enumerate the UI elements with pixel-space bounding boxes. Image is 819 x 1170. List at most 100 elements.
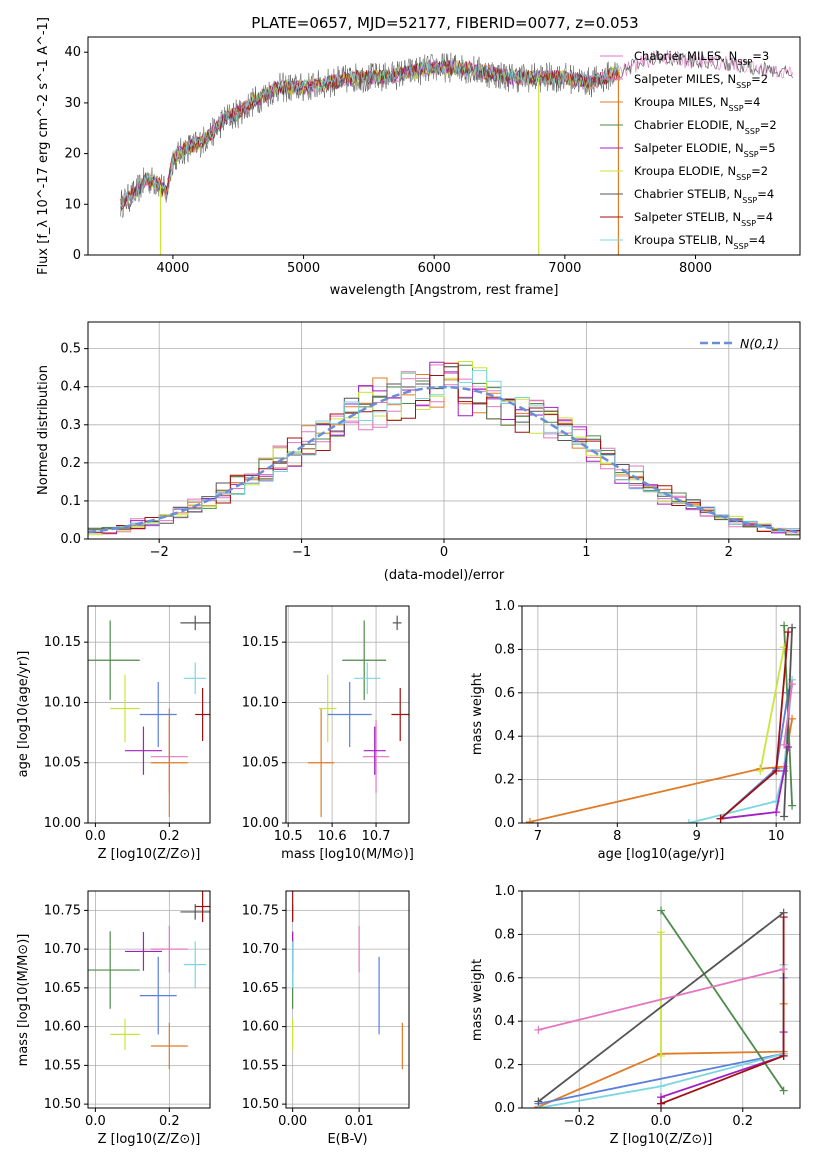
observed-spectrum-line — [120, 52, 620, 218]
mass_vs_ebv-ytick-label: 10.70 — [242, 942, 279, 957]
age_vs_mass-ytick-label: 10.10 — [242, 695, 279, 710]
figure-title: PLATE=0657, MJD=52177, FIBERID=0077, z=0… — [251, 14, 638, 32]
legend-subscript: SSP — [729, 104, 744, 113]
age_vs_mass-panel: 10.5 10.6 10.7 10.00 10.05 10.10 10.15 mass [lo… — [242, 605, 414, 862]
age_vs_mass-ytick-label: 10.05 — [242, 756, 279, 771]
weight_vs_Z-ytick-label: 1.0 — [494, 884, 515, 899]
legend-subscript: SSP — [736, 173, 751, 182]
weight_vs_age-ytick-label: 1.0 — [494, 599, 515, 614]
mass_vs_Z-ytick-label: 10.65 — [44, 981, 81, 996]
weight_vs_Z-xlabel: Z [log10(Z/Z⊙)] — [610, 1132, 713, 1147]
weight_vs_age-ylabel: mass weight — [470, 673, 485, 755]
legend-subscript: SSP — [734, 242, 749, 251]
weight_vs_Z-ytick-label: 0.4 — [494, 1014, 515, 1029]
legend-count: =4 — [749, 233, 766, 247]
legend-subscript: SSP — [736, 81, 751, 90]
age_vs_Z-xtick-label: 0.2 — [159, 829, 180, 844]
weight_vs_age-plot-area — [525, 621, 797, 823]
residuals-ytick-label: 0.0 — [60, 532, 81, 547]
legend-subscript: SSP — [745, 127, 760, 136]
mass_vs_Z-ylabel: mass [log10(M/M⊙)] — [16, 934, 31, 1067]
age_vs_Z-xtick-label: 0.0 — [85, 829, 106, 844]
spectrum-xlabel: wavelength [Angstrom, rest frame] — [330, 283, 559, 298]
spectrum-xtick-label: 8000 — [679, 261, 712, 276]
age_vs_mass-ytick-label: 10.00 — [242, 816, 279, 831]
weight_vs_Z-xtick-label: −0.2 — [563, 1114, 595, 1129]
mass_vs_Z-frame — [87, 890, 211, 1109]
weight_vs_age-panel: 7 8 9 10 0.0 0.2 0.4 0.6 0.8 1.0 age [log10(age/yr… — [470, 599, 801, 862]
weight_vs_Z-ylabel: mass weight — [470, 959, 485, 1041]
mass_vs_ebv-plot-area — [292, 891, 403, 1070]
residuals-xtick-label: 1 — [582, 545, 590, 560]
age_vs_Z-ytick-label: 10.00 — [44, 816, 81, 831]
weight-line — [783, 627, 793, 817]
mass_vs_Z-xtick-label: 0.2 — [159, 1114, 180, 1129]
weight_vs_age-ytick-label: 0.8 — [494, 642, 515, 657]
weight-line — [538, 968, 784, 1031]
age_vs_mass-xtick-label: 10.5 — [274, 829, 303, 844]
spectrum-ytick-label: 10 — [64, 197, 81, 212]
legend-entry-label: Chabrier STELIB, NSSP=4 — [634, 187, 774, 205]
age_vs_mass-plot-area — [307, 615, 409, 817]
legend-entry-label: Kroupa ELODIE, NSSP=2 — [634, 164, 768, 182]
age_vs_mass-xlabel: mass [log10(M/M⊙)] — [281, 847, 414, 862]
weight_vs_Z-ytick-label: 0.2 — [494, 1058, 515, 1073]
spectrum-plot-area — [120, 49, 794, 255]
legend-subscript: SSP — [744, 150, 759, 159]
weight_vs_age-ytick-label: 0.2 — [494, 773, 515, 788]
weight-line — [783, 683, 793, 746]
spectrum-xtick-label: 4000 — [156, 261, 189, 276]
mass_vs_Z-xlabel: Z [log10(Z/Z⊙)] — [98, 1132, 201, 1147]
mass_vs_ebv-ytick-label: 10.75 — [242, 903, 279, 918]
legend-count: =2 — [751, 72, 768, 86]
gaussian-reference-line — [88, 385, 800, 534]
spectrum-panel: 4000 5000 6000 7000 8000 0 10 20 30 40 Chabrier MI… — [36, 17, 801, 298]
mass_vs_ebv-ytick-label: 10.50 — [242, 1097, 279, 1112]
legend-count: =3 — [752, 49, 769, 63]
legend-entry-label: Chabrier MILES, NSSP=3 — [634, 49, 769, 67]
mass_vs_Z-ytick-label: 10.50 — [44, 1097, 81, 1112]
weight_vs_age-ytick-label: 0.0 — [494, 816, 515, 831]
weight_vs_age-ytick-label: 0.6 — [494, 686, 515, 701]
mass_vs_ebv-xtick-label: 0.00 — [278, 1114, 307, 1129]
residuals-xtick-label: 0 — [440, 545, 448, 560]
mass_vs_ebv-ytick-label: 10.65 — [242, 981, 279, 996]
legend-entry-label: Salpeter STELIB, NSSP=4 — [634, 210, 773, 228]
weight-line — [759, 647, 785, 772]
mass_vs_ebv-xtick-label: 0.01 — [345, 1114, 374, 1129]
mass_vs_Z-ytick-label: 10.75 — [44, 903, 81, 918]
weight_vs_age-xtick-label: 8 — [613, 829, 621, 844]
residuals-xtick-label: −1 — [292, 545, 311, 560]
age_vs_Z-ytick-label: 10.10 — [44, 695, 81, 710]
mass_vs_ebv-panel: 0.00 0.01 10.50 10.55 10.60 10.65 10.70 10.75 E(… — [242, 890, 410, 1147]
spectrum-ytick-label: 40 — [64, 45, 81, 60]
residuals-panel: −2 −1 0 1 2 0.0 0.1 0.2 0.3 0.4 0.5 N(0,1) (data-mod… — [36, 321, 801, 583]
mass_vs_ebv-ytick-label: 10.60 — [242, 1020, 279, 1035]
age_vs_Z-ytick-label: 10.15 — [44, 635, 81, 650]
weight_vs_age-xtick-label: 10 — [768, 829, 785, 844]
residuals-ytick-label: 0.1 — [60, 494, 81, 509]
mass_vs_ebv-ytick-label: 10.55 — [242, 1058, 279, 1073]
legend-subscript: SSP — [741, 219, 756, 228]
weight_vs_Z-ytick-label: 0.8 — [494, 927, 515, 942]
residuals-ytick-label: 0.2 — [60, 456, 81, 471]
spectrum-ytick-label: 0 — [73, 248, 81, 263]
spectrum-frame — [87, 36, 801, 256]
weight-line — [660, 909, 785, 1092]
age_vs_mass-frame — [285, 605, 410, 824]
legend-count: =4 — [756, 210, 773, 224]
age_vs_mass-ytick-label: 10.15 — [242, 635, 279, 650]
weight_vs_age-xtick-label: 9 — [693, 829, 701, 844]
mass_vs_ebv-frame — [285, 890, 410, 1109]
age_vs_mass-xtick-label: 10.6 — [318, 829, 347, 844]
legend-count: =4 — [757, 187, 774, 201]
weight_vs_age-frame — [521, 605, 801, 824]
mass_vs_Z-ytick-label: 10.70 — [44, 942, 81, 957]
spectrum-xtick-label: 7000 — [548, 261, 581, 276]
mass_vs_Z-panel: 0.0 0.2 10.50 10.55 10.60 10.65 10.70 10.75 Z [l… — [16, 890, 211, 1147]
age_vs_Z-ytick-label: 10.05 — [44, 756, 81, 771]
spectrum-ylabel: Flux [f_λ 10^-17 erg cm^-2 s^-1 A^-1] — [36, 17, 51, 275]
gaussian-legend-label: N(0,1) — [740, 336, 779, 351]
age_vs_Z-ylabel: age [log10(age/yr)] — [16, 651, 31, 778]
residuals-ytick-label: 0.3 — [60, 418, 81, 433]
